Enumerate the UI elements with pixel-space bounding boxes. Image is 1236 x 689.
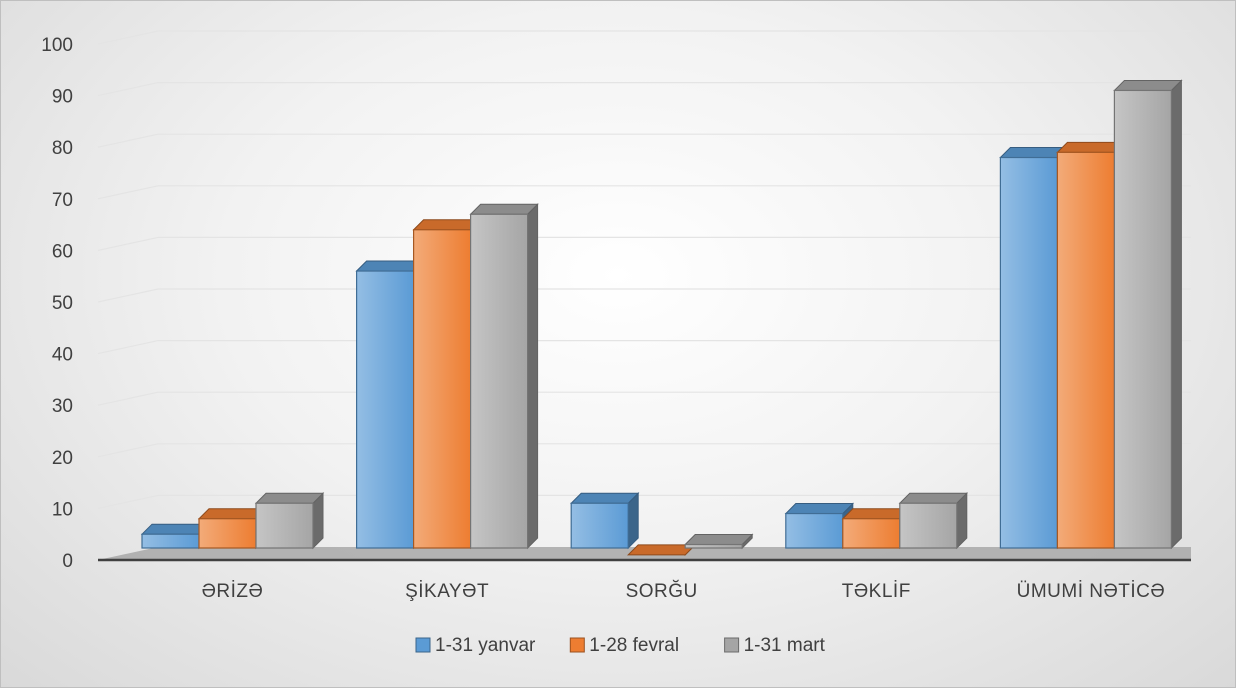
gridline-side (97, 30, 159, 45)
bar-top (569, 492, 640, 504)
y-tick-label: 30 (52, 396, 73, 417)
bar-top (254, 492, 325, 504)
gridline-side (97, 443, 159, 458)
legend-swatch (724, 637, 740, 653)
x-tick-label: SORĞU (626, 580, 698, 602)
y-tick-label: 60 (52, 241, 73, 262)
legend-label: 1-28 fevral (589, 635, 679, 656)
bar-top (1113, 79, 1183, 91)
legend-swatch (415, 637, 431, 653)
bar (842, 518, 901, 549)
gridline-side (97, 236, 159, 251)
bar (470, 213, 529, 549)
x-tick-label: ŞİKAYƏT (405, 581, 489, 602)
gridline-side (97, 494, 159, 509)
bar (1056, 151, 1116, 549)
bar-side (527, 203, 539, 550)
bar-top (784, 503, 855, 515)
gridline-side (97, 133, 159, 148)
y-tick-label: 0 (62, 551, 73, 572)
bar (255, 502, 314, 549)
y-tick-label: 100 (41, 35, 73, 56)
legend-swatch (569, 637, 585, 653)
y-tick-label: 20 (52, 448, 73, 469)
bar (899, 502, 958, 549)
bar-top (683, 534, 754, 546)
bar (356, 270, 415, 549)
gridline-side (97, 391, 159, 406)
y-tick-label: 80 (52, 138, 73, 159)
y-tick-label: 40 (52, 345, 73, 366)
bar (141, 533, 200, 549)
bar (1113, 89, 1173, 549)
legend-label: 1-31 yanvar (435, 635, 536, 656)
legend-label: 1-31 mart (744, 635, 826, 656)
gridline-side (97, 82, 159, 97)
bar (684, 543, 743, 549)
x-tick-label: ƏRİZƏ (202, 581, 264, 602)
x-tick-label: TƏKLİF (842, 581, 911, 602)
y-tick-label: 90 (52, 87, 73, 108)
bar (785, 512, 844, 549)
y-tick-label: 10 (52, 499, 73, 520)
y-tick-label: 70 (52, 190, 73, 211)
gridline-side (97, 185, 159, 200)
y-tick-label: 50 (52, 293, 73, 314)
bar-side (1170, 79, 1182, 550)
bar (198, 518, 257, 549)
bar (999, 156, 1059, 549)
x-tick-label: ÜMUMİ NƏTİCƏ (1017, 581, 1166, 602)
bar (413, 229, 472, 549)
bar-top (898, 492, 969, 504)
bar (570, 502, 629, 549)
gridline-side (97, 340, 159, 355)
bar-top (469, 203, 539, 215)
gridline-side (97, 288, 159, 303)
